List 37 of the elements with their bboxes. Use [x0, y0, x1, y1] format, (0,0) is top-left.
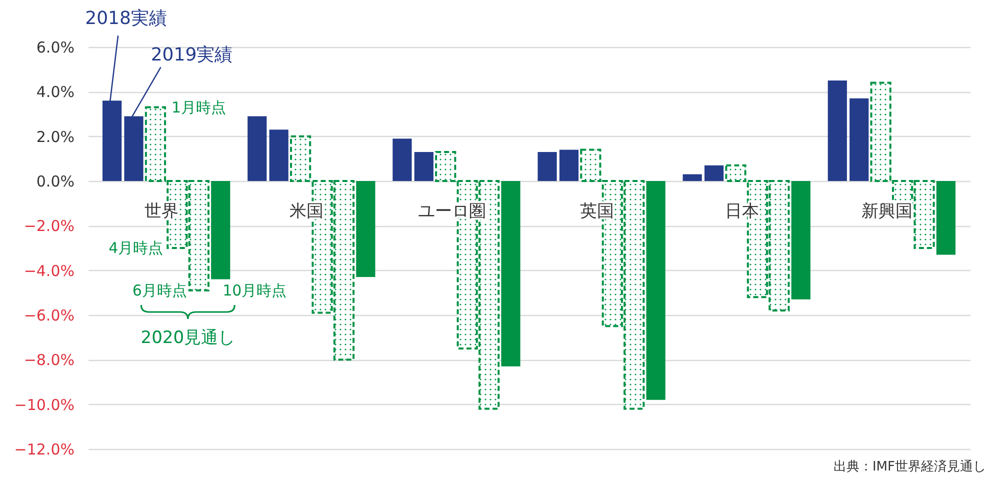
- y-tick-label: −12.0%: [14, 440, 74, 458]
- y-tick-label: −2.0%: [24, 217, 74, 236]
- y-tick-label: 0.0%: [36, 172, 74, 190]
- y-tick-label: 6.0%: [36, 38, 74, 56]
- x-tick-label: 米国: [290, 202, 324, 222]
- y-tick-label: 2.0%: [36, 128, 74, 146]
- bar: [392, 138, 412, 181]
- bar: [248, 116, 267, 181]
- bar: [791, 181, 810, 300]
- bar: [414, 152, 434, 181]
- x-tick-label: 英国: [580, 202, 614, 222]
- bar: [559, 150, 579, 181]
- series-label: 6月時点: [132, 281, 187, 300]
- x-tick-label: 世界: [144, 202, 179, 222]
- bar: [102, 100, 122, 181]
- bar: [269, 130, 288, 181]
- y-tick-label: −10.0%: [14, 396, 74, 414]
- source-note: 出典：IMF世界経済見通し: [833, 458, 986, 474]
- series-label: 1月時点: [171, 98, 226, 116]
- bar: [828, 80, 847, 181]
- series-label: 10月時点: [222, 281, 287, 300]
- x-tick-label: 新興国: [861, 202, 912, 222]
- bar: [124, 116, 144, 181]
- bar: [682, 174, 702, 181]
- x-tick-label: 日本: [724, 202, 759, 222]
- text: 2019実績: [150, 44, 233, 66]
- series-label: 4月時点: [108, 239, 164, 257]
- text: 2018実績: [85, 8, 167, 30]
- y-tick-label: 4.0%: [36, 83, 74, 102]
- bar: [850, 98, 869, 181]
- annotation: 2020見通し: [140, 328, 236, 348]
- y-tick-label: −6.0%: [24, 306, 74, 324]
- bar: [538, 152, 557, 181]
- bar: [704, 165, 724, 181]
- bar: [646, 181, 666, 400]
- y-tick-label: −8.0%: [24, 351, 74, 370]
- y-tick-label: −4.0%: [24, 262, 74, 280]
